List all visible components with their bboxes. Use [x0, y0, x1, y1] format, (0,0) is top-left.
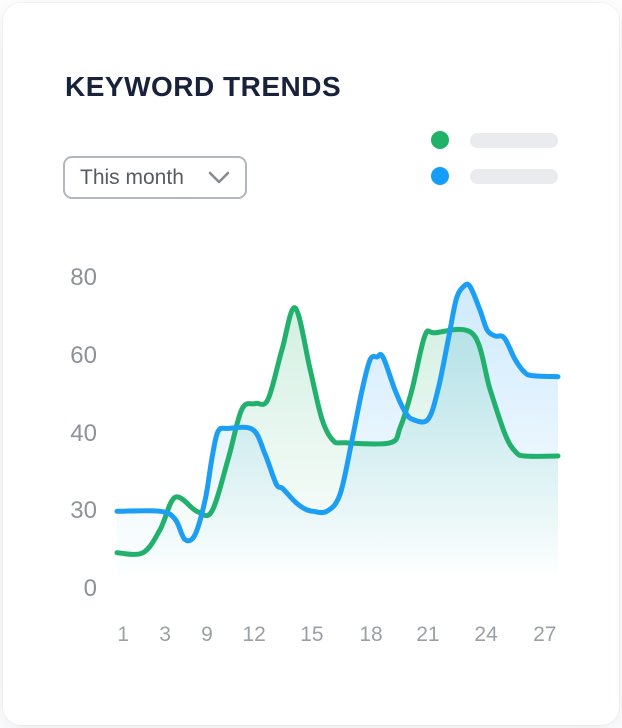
x-tick-label: 18	[359, 623, 383, 646]
x-tick-label: 15	[300, 623, 324, 646]
page-title: KEYWORD TRENDS	[65, 71, 342, 102]
time-range-dropdown[interactable]: This month	[63, 156, 247, 199]
blue-series-area	[117, 284, 558, 600]
x-tick-label: 1	[117, 623, 130, 646]
x-tick-label: 9	[201, 623, 213, 646]
trend-chart	[114, 281, 561, 600]
x-tick-label: 27	[533, 623, 557, 646]
chevron-down-icon	[208, 171, 230, 184]
chart-legend	[431, 131, 558, 185]
y-tick-label: 30	[70, 497, 97, 525]
y-tick-label: 60	[70, 341, 97, 369]
y-tick-label: 80	[70, 264, 97, 291]
legend-label-placeholder	[470, 168, 558, 184]
legend-dot-blue-icon	[431, 167, 449, 185]
y-axis-labels: 0 30 40 60 80	[27, 264, 97, 610]
legend-label-placeholder	[470, 132, 558, 148]
x-tick-label: 24	[474, 623, 498, 646]
blue-series-line	[114, 281, 561, 544]
y-tick-label: 0	[83, 575, 97, 602]
x-tick-label: 3	[159, 623, 171, 646]
x-tick-label: 21	[416, 623, 440, 646]
legend-item-blue[interactable]	[431, 167, 558, 185]
y-tick-label: 40	[70, 419, 97, 447]
x-axis-labels: 1 3 9 12 15 18 21 24 27	[117, 622, 558, 650]
time-range-value: This month	[80, 165, 184, 189]
x-tick-label: 12	[242, 623, 266, 646]
legend-item-green[interactable]	[431, 131, 558, 149]
legend-dot-green-icon	[431, 131, 449, 149]
